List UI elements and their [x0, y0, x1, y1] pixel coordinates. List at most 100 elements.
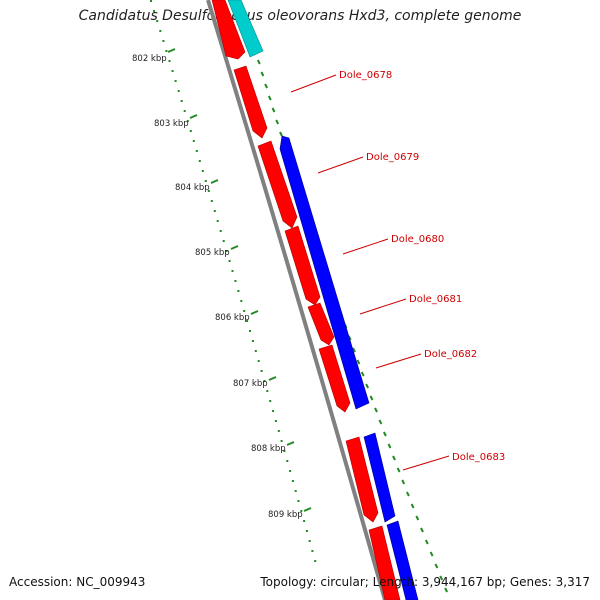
gene-arrow[interactable]: [233, 65, 268, 139]
scale-tick-label: 807 kbp: [233, 379, 268, 389]
gene-arrow[interactable]: [363, 432, 396, 523]
scale-dot: [213, 210, 216, 212]
scale-dot: [162, 40, 165, 42]
track-dash: [369, 395, 374, 401]
gene-label[interactable]: Dole_0681: [409, 294, 462, 305]
scale-tick: [286, 441, 295, 446]
gene-arrow[interactable]: [318, 344, 351, 413]
track-dash: [439, 575, 444, 581]
gene-arrow[interactable]: [368, 525, 401, 600]
gene-arrow[interactable]: [284, 225, 321, 306]
scale-dot: [272, 410, 275, 412]
scale-dot: [171, 70, 174, 72]
scale-tick: [303, 507, 312, 512]
scale-dot: [150, 0, 152, 2]
track-dash: [420, 527, 424, 533]
gene-label-leader: [290, 74, 337, 93]
track-dash: [356, 359, 361, 365]
track-dash: [365, 383, 369, 389]
scale-tick-label: 809 kbp: [268, 510, 303, 520]
scale-dot: [303, 520, 306, 522]
scale-dot: [257, 360, 260, 362]
track-dash: [401, 479, 406, 485]
scale-tick: [167, 48, 176, 53]
track-dash: [264, 83, 268, 89]
scale-dot: [210, 200, 213, 202]
gene-arrow[interactable]: [279, 135, 370, 410]
scale-dot: [311, 550, 314, 552]
scale-dot: [153, 10, 156, 12]
track-dash: [396, 467, 401, 473]
scale-tick-label: 803 kbp: [154, 119, 189, 129]
scale-dot: [201, 170, 204, 172]
scale-dot: [186, 120, 189, 122]
gene-arrow[interactable]: [227, 0, 264, 58]
scale-dot: [266, 390, 269, 392]
track-dash: [279, 131, 283, 137]
track-dash: [424, 539, 429, 545]
scale-tick-label: 806 kbp: [215, 313, 250, 323]
track-dash: [271, 107, 276, 113]
gene-label[interactable]: Dole_0682: [424, 349, 477, 360]
scale-tick: [250, 310, 259, 315]
scale-dot: [159, 30, 162, 32]
track-dash: [374, 407, 378, 413]
gene-label-leader: [317, 156, 364, 174]
track-dash: [410, 503, 415, 509]
scale-dot: [156, 20, 159, 22]
track-dash: [444, 587, 448, 593]
scale-dot: [189, 130, 192, 132]
scale-dot: [294, 490, 297, 492]
scale-dot: [225, 250, 228, 252]
gene-arrow[interactable]: [211, 0, 246, 60]
scale-tick: [268, 376, 277, 381]
scale-dot: [195, 150, 198, 152]
scale-dot: [297, 500, 300, 502]
gene-labels: Dole_0678 Dole_0679 Dole_0680 Dole_0681 …: [290, 70, 505, 471]
reverse-strand-genes: [279, 135, 419, 600]
scale-dot: [254, 350, 257, 352]
scale-dot: [308, 540, 311, 542]
gene-arrow[interactable]: [386, 520, 419, 600]
gene-label-leader: [402, 455, 450, 471]
topology-text: Topology: circular; Length: 3,944,167 bp…: [260, 575, 590, 589]
scale-tick-label: 808 kbp: [251, 444, 286, 454]
scale-dot: [231, 270, 234, 272]
gene-label[interactable]: Dole_0683: [452, 452, 505, 463]
scale-dot: [177, 90, 180, 92]
gene-label[interactable]: Dole_0679: [366, 152, 419, 163]
scale-dot: [286, 460, 289, 462]
gene-arrow[interactable]: [257, 140, 298, 229]
track-dash: [415, 515, 420, 521]
scale-dot: [269, 400, 272, 402]
gene-arrow[interactable]: [307, 302, 335, 346]
gene-label-leader: [359, 298, 407, 315]
track-dash: [352, 347, 356, 353]
scale-dot: [291, 480, 294, 482]
scale-tick: [230, 245, 239, 250]
scale-dot: [260, 370, 263, 372]
scale-dot: [165, 50, 168, 52]
gene-arrow[interactable]: [345, 436, 379, 523]
scale-tick: [189, 114, 198, 119]
gene-label[interactable]: Dole_0680: [391, 234, 444, 245]
scale-tick-label: 805 kbp: [195, 248, 230, 258]
accession-text: Accession: NC_009943: [9, 575, 146, 589]
genome-title: Candidatus Desulfococcus oleovorans Hxd3…: [78, 8, 522, 24]
scale-dot: [289, 470, 292, 472]
scale-dot: [192, 140, 195, 142]
track-dash: [260, 71, 265, 77]
track-dash: [392, 455, 396, 461]
scale-dot: [249, 330, 251, 332]
forward-strand-genes: [211, 0, 401, 600]
scale-dot: [283, 450, 286, 452]
scale-dot: [207, 190, 210, 192]
track-dash: [383, 431, 387, 437]
scale-dot: [274, 420, 277, 422]
gene-label-leader: [342, 238, 389, 255]
scale-dot: [280, 440, 283, 442]
scale-dot: [180, 100, 183, 102]
gene-label[interactable]: Dole_0678: [339, 70, 392, 81]
scale-dot: [204, 180, 207, 182]
